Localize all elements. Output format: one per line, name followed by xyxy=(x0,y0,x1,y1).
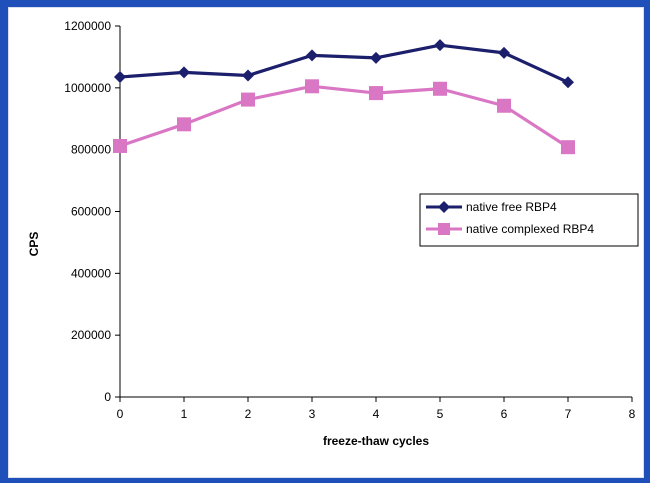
y-tick-label: 600000 xyxy=(71,205,111,219)
data-point xyxy=(370,51,382,64)
data-point xyxy=(242,69,254,82)
x-tick-label: 3 xyxy=(309,407,316,421)
data-point xyxy=(306,49,318,62)
data-point xyxy=(305,79,319,94)
y-tick-label: 200000 xyxy=(71,328,111,342)
x-tick-label: 7 xyxy=(565,407,572,421)
legend-label-2: native complexed RBP4 xyxy=(466,222,594,236)
legend-box xyxy=(419,193,639,247)
legend: native free RBP4 native complexed RBP4 xyxy=(419,193,639,247)
y-tick-label: 1200000 xyxy=(64,19,111,33)
x-tick-label: 0 xyxy=(117,407,124,421)
y-tick-label: 0 xyxy=(104,390,111,404)
legend-entry-2: native complexed RBP4 xyxy=(426,222,594,236)
data-point xyxy=(369,86,383,101)
legend-entry-1: native free RBP4 xyxy=(426,200,557,214)
x-tick-label: 4 xyxy=(373,407,380,421)
x-axis-label: freeze-thaw cycles xyxy=(323,434,429,448)
x-tick-label: 8 xyxy=(629,407,636,421)
series-1 xyxy=(114,39,574,89)
y-tick-label: 1000000 xyxy=(64,81,111,95)
data-point xyxy=(434,39,446,52)
series-group xyxy=(113,39,575,155)
data-point xyxy=(497,98,511,113)
data-point xyxy=(114,71,126,84)
y-tick-label: 800000 xyxy=(71,143,111,157)
x-tick-label: 2 xyxy=(245,407,252,421)
data-point xyxy=(498,46,510,59)
x-ticks: 0 1 2 3 4 5 6 7 8 xyxy=(117,397,636,421)
data-point xyxy=(177,117,191,132)
data-point xyxy=(561,140,575,155)
x-tick-label: 6 xyxy=(501,407,508,421)
data-point xyxy=(433,81,447,96)
legend-marker-2 xyxy=(438,223,450,235)
y-axis-label: CPS xyxy=(27,232,41,257)
y-tick-label: 400000 xyxy=(71,266,111,280)
data-point xyxy=(113,138,127,153)
legend-label-1: native free RBP4 xyxy=(466,200,557,214)
series-line xyxy=(118,84,570,149)
series-line xyxy=(118,43,570,84)
x-tick-label: 5 xyxy=(437,407,444,421)
data-point xyxy=(241,92,255,107)
series-2 xyxy=(113,79,575,155)
y-ticks: 0 200000 400000 600000 800000 1000000 1200000 xyxy=(64,19,120,404)
data-point xyxy=(562,76,574,89)
x-tick-label: 1 xyxy=(181,407,188,421)
data-point xyxy=(178,66,190,79)
legend-marker-1 xyxy=(438,201,450,213)
